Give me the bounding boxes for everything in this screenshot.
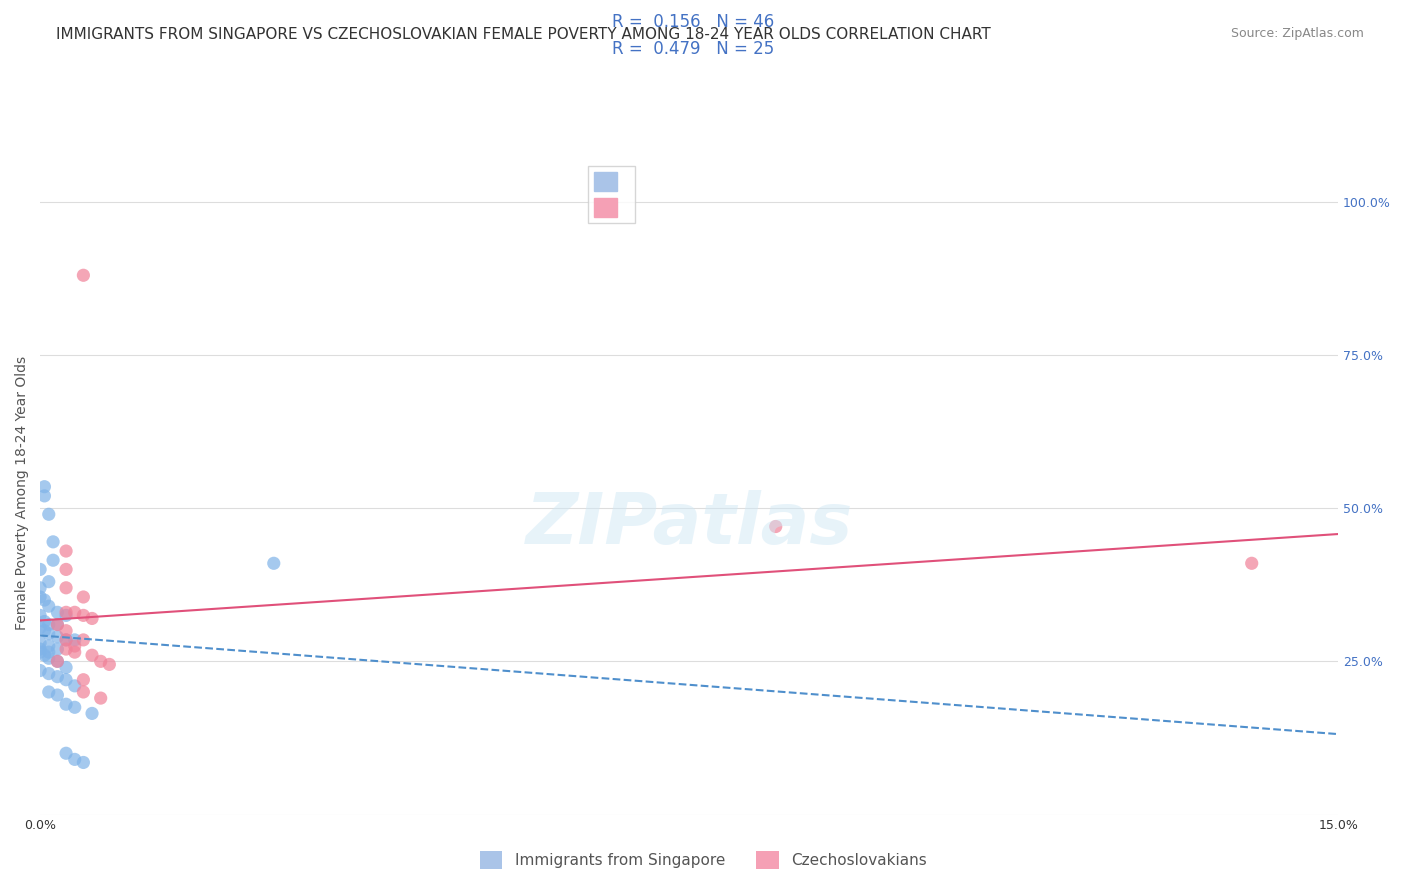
Immigrants from Singapore <box>46 670 69 684</box>
Immigrants from Singapore <box>34 489 56 503</box>
Text: Source: ZipAtlas.com: Source: ZipAtlas.com <box>1230 27 1364 40</box>
Czechoslovakians <box>55 624 77 638</box>
Czechoslovakians <box>72 268 94 283</box>
Czechoslovakians <box>90 691 112 706</box>
Text: IMMIGRANTS FROM SINGAPORE VS CZECHOSLOVAKIAN FEMALE POVERTY AMONG 18-24 YEAR OLD: IMMIGRANTS FROM SINGAPORE VS CZECHOSLOVA… <box>56 27 991 42</box>
Czechoslovakians <box>1240 556 1263 570</box>
Czechoslovakians <box>765 519 787 533</box>
Czechoslovakians <box>63 639 86 653</box>
Czechoslovakians <box>90 654 112 668</box>
Immigrants from Singapore <box>34 480 56 494</box>
Immigrants from Singapore <box>38 574 60 589</box>
Immigrants from Singapore <box>55 746 77 760</box>
Czechoslovakians <box>55 581 77 595</box>
Immigrants from Singapore <box>46 654 69 668</box>
Immigrants from Singapore <box>30 581 52 595</box>
Immigrants from Singapore <box>42 534 65 549</box>
Immigrants from Singapore <box>30 636 52 650</box>
Czechoslovakians <box>72 673 94 687</box>
Czechoslovakians <box>80 611 103 625</box>
Immigrants from Singapore <box>30 664 52 678</box>
Immigrants from Singapore <box>63 752 86 766</box>
Text: ZIPatlas: ZIPatlas <box>526 491 853 559</box>
Czechoslovakians <box>72 632 94 647</box>
Immigrants from Singapore <box>55 608 77 623</box>
Immigrants from Singapore <box>30 642 52 657</box>
Immigrants from Singapore <box>55 660 77 674</box>
Immigrants from Singapore <box>38 685 60 699</box>
Czechoslovakians <box>63 605 86 619</box>
Immigrants from Singapore <box>46 605 69 619</box>
Czechoslovakians <box>55 605 77 619</box>
Text: R =  0.156   N = 46: R = 0.156 N = 46 <box>612 13 773 31</box>
Immigrants from Singapore <box>46 617 69 632</box>
Immigrants from Singapore <box>38 639 60 653</box>
Immigrants from Singapore <box>46 688 69 702</box>
Immigrants from Singapore <box>38 508 60 522</box>
Immigrants from Singapore <box>46 642 69 657</box>
Immigrants from Singapore <box>63 700 86 714</box>
Immigrants from Singapore <box>34 615 56 629</box>
Immigrants from Singapore <box>30 562 52 576</box>
Immigrants from Singapore <box>30 621 52 635</box>
Immigrants from Singapore <box>34 593 56 607</box>
Czechoslovakians <box>46 654 69 668</box>
Czechoslovakians <box>55 544 77 558</box>
Immigrants from Singapore <box>34 648 56 663</box>
Czechoslovakians <box>55 562 77 576</box>
Immigrants from Singapore <box>38 645 60 659</box>
Immigrants from Singapore <box>55 673 77 687</box>
Immigrants from Singapore <box>38 651 60 665</box>
Immigrants from Singapore <box>38 666 60 681</box>
Immigrants from Singapore <box>46 630 69 644</box>
Czechoslovakians <box>46 617 69 632</box>
Czechoslovakians <box>63 645 86 659</box>
Immigrants from Singapore <box>63 632 86 647</box>
Immigrants from Singapore <box>34 624 56 638</box>
Immigrants from Singapore <box>38 626 60 640</box>
Immigrants from Singapore <box>38 617 60 632</box>
Text: R =  0.479   N = 25: R = 0.479 N = 25 <box>612 40 773 58</box>
Immigrants from Singapore <box>63 679 86 693</box>
Immigrants from Singapore <box>30 645 52 659</box>
Czechoslovakians <box>98 657 121 672</box>
Legend: Immigrants from Singapore, Czechoslovakians: Immigrants from Singapore, Czechoslovaki… <box>474 845 932 875</box>
Immigrants from Singapore <box>72 756 94 770</box>
Czechoslovakians <box>72 590 94 604</box>
Immigrants from Singapore <box>30 590 52 604</box>
Legend: , : , <box>588 166 636 223</box>
Immigrants from Singapore <box>80 706 103 721</box>
Czechoslovakians <box>72 685 94 699</box>
Immigrants from Singapore <box>263 556 285 570</box>
Czechoslovakians <box>55 642 77 657</box>
Immigrants from Singapore <box>55 698 77 712</box>
Immigrants from Singapore <box>38 599 60 614</box>
Czechoslovakians <box>72 608 94 623</box>
Czechoslovakians <box>55 632 77 647</box>
Immigrants from Singapore <box>30 608 52 623</box>
Y-axis label: Female Poverty Among 18-24 Year Olds: Female Poverty Among 18-24 Year Olds <box>15 356 30 630</box>
Czechoslovakians <box>80 648 103 663</box>
Immigrants from Singapore <box>42 553 65 567</box>
Immigrants from Singapore <box>55 632 77 647</box>
